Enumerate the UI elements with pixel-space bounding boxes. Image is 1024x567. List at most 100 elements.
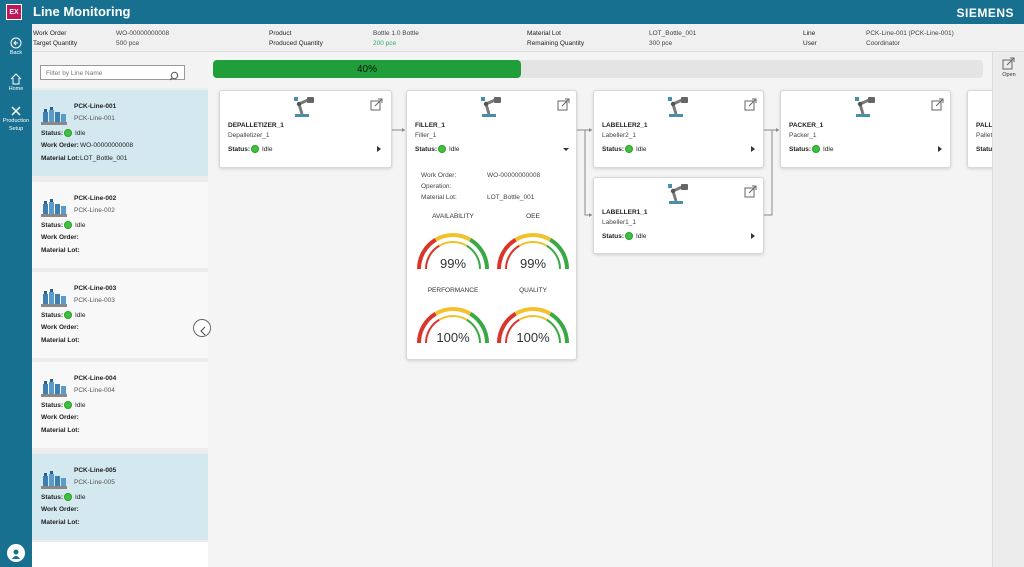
icon-graphic bbox=[10, 73, 22, 85]
line-card[interactable]: PCK-Line-003 PCK-Line-003 Status: Idle Work … bbox=[32, 272, 208, 358]
nav-item[interactable]: Production Setup bbox=[0, 104, 32, 132]
status-label: Status: bbox=[415, 146, 438, 153]
icon-shape bbox=[44, 291, 47, 294]
icon-shape bbox=[518, 241, 548, 247]
detail-arrow[interactable] bbox=[749, 140, 757, 152]
nav-item[interactable]: Home bbox=[0, 72, 32, 100]
icon-shape bbox=[469, 312, 489, 344]
icon-shape bbox=[561, 98, 570, 107]
status-dot bbox=[64, 129, 72, 137]
icon-graphic bbox=[41, 289, 67, 307]
status-value: Idle bbox=[636, 233, 647, 240]
detail-value: WO-00000000008 bbox=[487, 172, 541, 179]
icon-shape bbox=[549, 312, 569, 344]
icon-graphic bbox=[668, 97, 688, 117]
icon-shape bbox=[41, 486, 67, 489]
status-dot bbox=[438, 145, 446, 153]
icon-shape bbox=[1006, 57, 1015, 66]
status-dot bbox=[64, 493, 72, 501]
status-dot bbox=[625, 232, 633, 240]
machine-card[interactable]: LABELLER2_1 Labeller2_1 Status: Idle bbox=[593, 90, 764, 168]
icon-graphic bbox=[10, 37, 22, 49]
user-button[interactable] bbox=[7, 544, 25, 562]
icon-shape bbox=[483, 101, 489, 107]
line-description: PCK-Line-003 bbox=[74, 297, 115, 304]
open-button[interactable]: Open bbox=[997, 56, 1021, 82]
line-description: PCK-Line-002 bbox=[74, 207, 115, 214]
export-button[interactable] bbox=[931, 97, 945, 111]
line-card[interactable]: PCK-Line-004 PCK-Line-004 Status: Idle Work … bbox=[32, 362, 208, 448]
gauge: PERFORMANCE 100% bbox=[413, 287, 493, 351]
status-value: Idle bbox=[636, 146, 647, 153]
icon-shape bbox=[855, 97, 859, 101]
gauge-arc bbox=[493, 229, 573, 273]
icon-graphic bbox=[563, 148, 569, 151]
line-name: PCK-Line-005 bbox=[74, 467, 117, 474]
icon-shape bbox=[49, 382, 54, 394]
status-dot bbox=[64, 221, 72, 229]
collapse-icon bbox=[198, 323, 208, 336]
line-card[interactable]: PCK-Line-005 PCK-Line-005 Status: Idle Work … bbox=[32, 454, 208, 540]
icon-shape bbox=[668, 184, 672, 188]
icon-shape bbox=[668, 97, 672, 101]
gauge-title: QUALITY bbox=[519, 287, 547, 294]
detail-arrow[interactable] bbox=[936, 140, 944, 152]
icon-shape bbox=[549, 238, 569, 270]
gauge-value: 99% bbox=[439, 256, 467, 271]
detail-label: Material Lot: bbox=[421, 194, 457, 201]
status-label: Status: bbox=[41, 312, 64, 319]
filter-placeholder: Filter by Line Name bbox=[46, 70, 103, 77]
icon-shape bbox=[935, 98, 944, 107]
icon-shape bbox=[931, 100, 942, 111]
export-button[interactable] bbox=[370, 97, 384, 111]
icon-shape bbox=[13, 40, 18, 46]
line-card[interactable]: PCK-Line-001 PCK-Line-001 Status: Idle Work … bbox=[32, 90, 208, 176]
status-dot bbox=[251, 145, 259, 153]
icon-shape bbox=[307, 97, 314, 103]
status-value: Idle bbox=[75, 402, 86, 409]
machine-name: LABELLER1_1 bbox=[602, 209, 648, 216]
export-button[interactable] bbox=[557, 97, 571, 111]
line-card[interactable]: PCK-Line-002 PCK-Line-002 Status: Idle Work … bbox=[32, 182, 208, 268]
info-label: Line bbox=[803, 30, 816, 37]
machine-card[interactable]: PACKER_1 Packer_1 Status: Idle bbox=[780, 90, 951, 168]
collapse-button[interactable] bbox=[193, 319, 211, 337]
icon-graphic bbox=[938, 146, 942, 152]
gauge-arc bbox=[413, 229, 493, 273]
filter-input[interactable]: Filter by Line Name bbox=[40, 65, 185, 81]
material-lot-label: Material Lot: bbox=[41, 155, 80, 162]
line-list-panel: Filter by Line Name PCK-Line-001 PCK-Line-… bbox=[32, 52, 208, 567]
nav-label: Production Setup bbox=[2, 118, 30, 132]
detail-arrow[interactable] bbox=[375, 140, 383, 152]
line-name: PCK-Line-003 bbox=[74, 285, 117, 292]
icon-graphic bbox=[855, 97, 875, 117]
icon-graphic bbox=[557, 98, 570, 111]
export-button[interactable] bbox=[744, 97, 758, 111]
icon-shape bbox=[44, 473, 47, 476]
status-label: Status: bbox=[789, 146, 812, 153]
detail-label: Operation: bbox=[421, 183, 452, 190]
user-icon bbox=[11, 547, 21, 559]
machine-icon bbox=[853, 95, 877, 119]
export-button[interactable] bbox=[744, 184, 758, 198]
info-label: Remaining Quantity bbox=[527, 40, 585, 47]
gauge-value: 99% bbox=[519, 256, 547, 271]
icon-shape bbox=[41, 304, 67, 307]
icon-shape bbox=[392, 129, 779, 216]
icon-graphic bbox=[1002, 57, 1015, 70]
status-value: Idle bbox=[449, 146, 460, 153]
icon-shape bbox=[557, 100, 568, 111]
detail-arrow[interactable] bbox=[749, 227, 757, 239]
expand-arrow[interactable] bbox=[562, 140, 570, 151]
machine-card[interactable]: DEPALLETIZER_1 Depalletizer_1 Status: Idle bbox=[219, 90, 392, 168]
machine-card[interactable]: LABELLER1_1 Labeller1_1 Status: Idle bbox=[593, 177, 764, 254]
icon-shape bbox=[55, 294, 60, 304]
right-rail: Open bbox=[992, 52, 1024, 567]
app-title: Line Monitoring bbox=[33, 4, 131, 19]
machine-card[interactable]: FILLER_1 Filler_1 Status: Idle Work Order: WO… bbox=[406, 90, 577, 360]
icon-shape bbox=[505, 318, 520, 344]
icon-shape bbox=[297, 98, 309, 115]
icon-shape bbox=[61, 206, 66, 214]
nav-item[interactable]: Back bbox=[0, 36, 32, 64]
